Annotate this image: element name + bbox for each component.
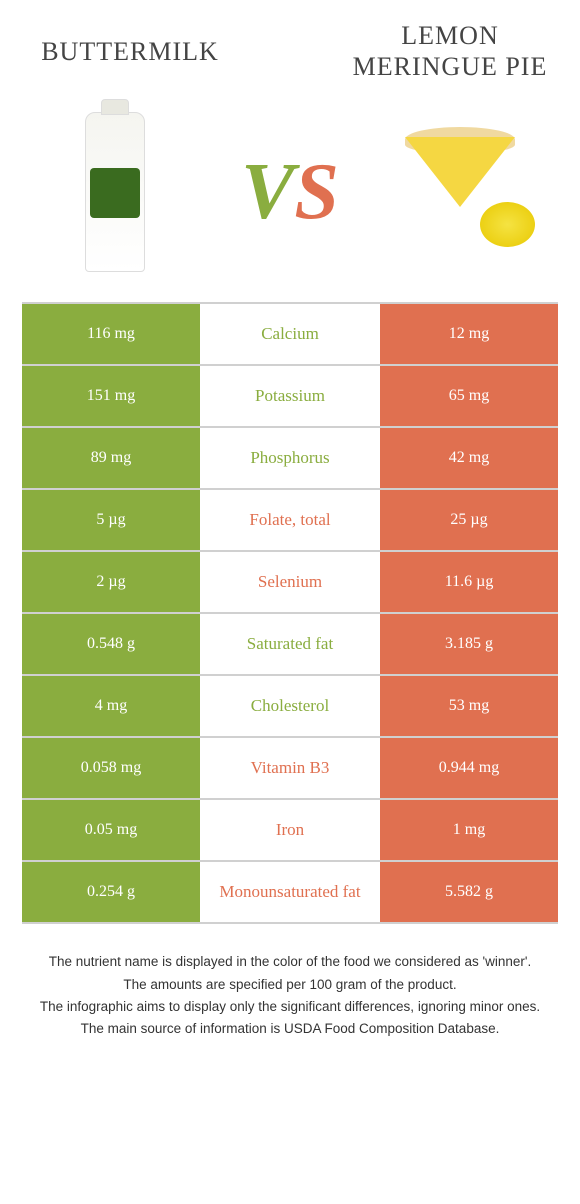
cell-nutrient-label: Cholesterol [200,676,380,736]
cell-nutrient-label: Iron [200,800,380,860]
cell-nutrient-label: Monounsaturated fat [200,862,380,922]
cell-right-value: 11.6 µg [380,552,558,612]
cell-nutrient-label: Folate, total [200,490,380,550]
title-right: Lemon meringue pie [350,20,550,82]
table-row: 0.058 mgVitamin B30.944 mg [22,738,558,800]
footer-line-4: The main source of information is USDA F… [24,1019,556,1039]
cell-left-value: 2 µg [22,552,200,612]
cell-left-value: 116 mg [22,304,200,364]
cell-left-value: 4 mg [22,676,200,736]
title-left: Buttermilk [30,36,230,67]
cell-left-value: 0.05 mg [22,800,200,860]
cell-right-value: 42 mg [380,428,558,488]
cell-left-value: 0.058 mg [22,738,200,798]
cell-left-value: 0.548 g [22,614,200,674]
vs-label: VS [241,147,339,238]
cell-right-value: 25 µg [380,490,558,550]
nutrient-table: 116 mgCalcium12 mg151 mgPotassium65 mg89… [22,302,558,924]
cell-nutrient-label: Potassium [200,366,380,426]
table-row: 0.254 gMonounsaturated fat5.582 g [22,862,558,924]
bottle-icon [85,112,145,272]
cell-nutrient-label: Phosphorus [200,428,380,488]
table-row: 0.548 gSaturated fat3.185 g [22,614,558,676]
cell-right-value: 3.185 g [380,614,558,674]
cell-right-value: 5.582 g [380,862,558,922]
cell-right-value: 12 mg [380,304,558,364]
header: Buttermilk Lemon meringue pie [0,0,580,92]
cell-nutrient-label: Saturated fat [200,614,380,674]
cell-right-value: 1 mg [380,800,558,860]
cell-left-value: 0.254 g [22,862,200,922]
cell-right-value: 65 mg [380,366,558,426]
table-row: 4 mgCholesterol53 mg [22,676,558,738]
vs-s: S [294,148,339,236]
cell-nutrient-label: Calcium [200,304,380,364]
cell-right-value: 53 mg [380,676,558,736]
vs-v: V [241,148,294,236]
cell-right-value: 0.944 mg [380,738,558,798]
pie-image [390,102,540,282]
buttermilk-image [40,102,190,282]
table-row: 2 µgSelenium11.6 µg [22,552,558,614]
table-row: 5 µgFolate, total25 µg [22,490,558,552]
table-row: 0.05 mgIron1 mg [22,800,558,862]
cell-nutrient-label: Vitamin B3 [200,738,380,798]
footer-notes: The nutrient name is displayed in the co… [0,924,580,1039]
footer-line-2: The amounts are specified per 100 gram o… [24,975,556,995]
pie-icon [395,137,535,247]
images-row: VS [0,92,580,302]
footer-line-1: The nutrient name is displayed in the co… [24,952,556,972]
table-row: 89 mgPhosphorus42 mg [22,428,558,490]
cell-left-value: 5 µg [22,490,200,550]
cell-left-value: 89 mg [22,428,200,488]
table-row: 116 mgCalcium12 mg [22,304,558,366]
table-row: 151 mgPotassium65 mg [22,366,558,428]
cell-nutrient-label: Selenium [200,552,380,612]
footer-line-3: The infographic aims to display only the… [24,997,556,1017]
cell-left-value: 151 mg [22,366,200,426]
